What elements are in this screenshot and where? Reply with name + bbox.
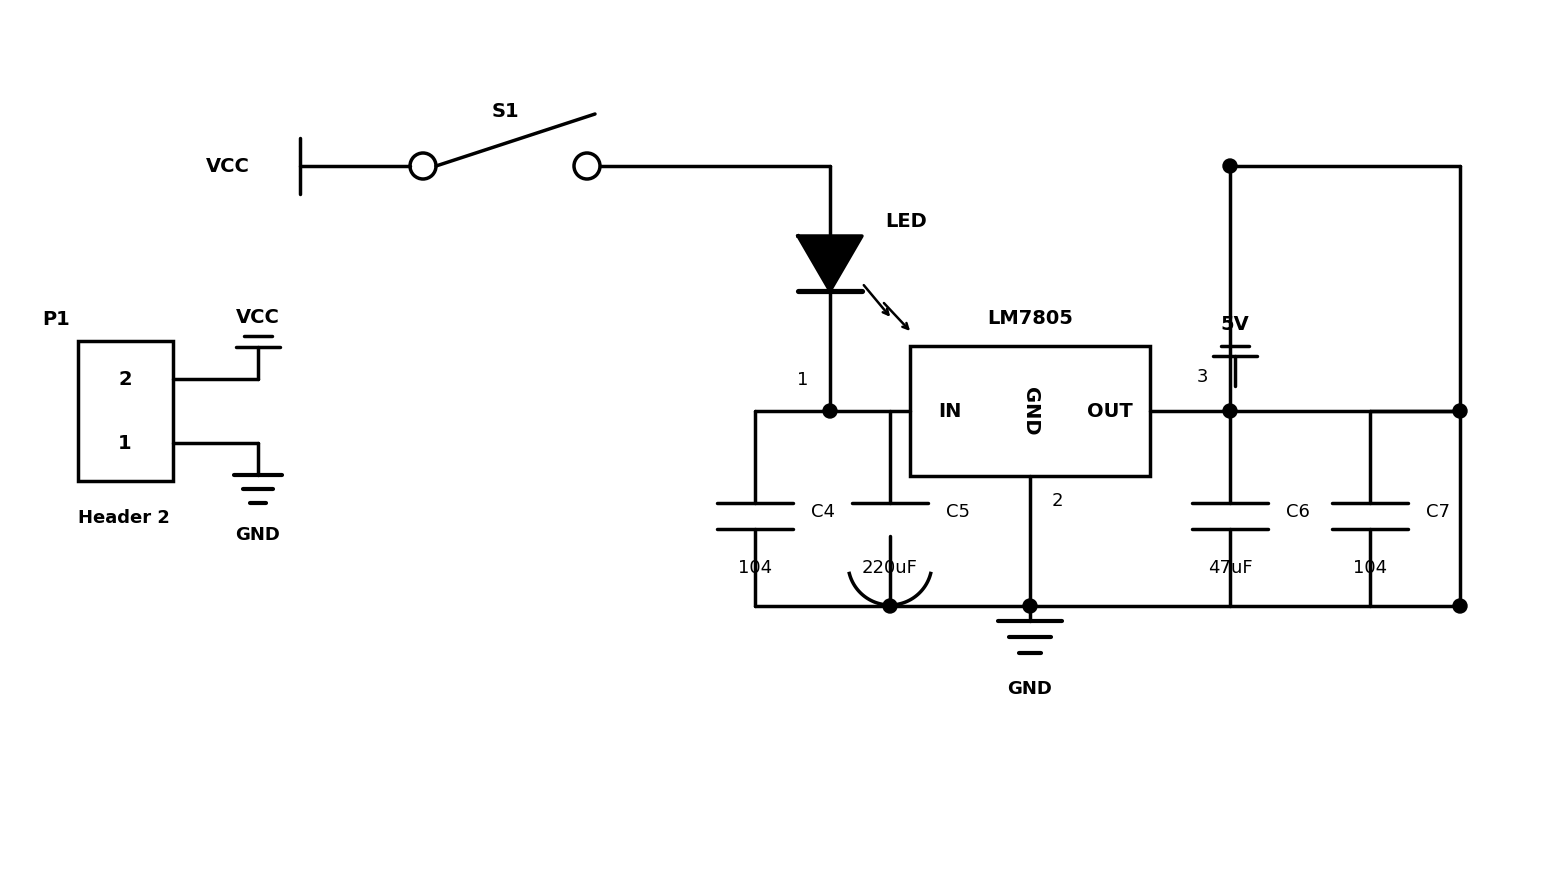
Text: 220uF: 220uF bbox=[862, 559, 918, 577]
Text: P1: P1 bbox=[42, 310, 70, 329]
Text: LED: LED bbox=[886, 211, 926, 230]
Text: 104: 104 bbox=[1353, 559, 1388, 577]
Text: C5: C5 bbox=[946, 503, 970, 521]
Circle shape bbox=[1222, 159, 1236, 173]
Text: VCC: VCC bbox=[235, 307, 279, 326]
Text: C4: C4 bbox=[811, 503, 836, 521]
Text: IN: IN bbox=[939, 401, 962, 420]
Text: GND: GND bbox=[1007, 680, 1052, 698]
Polygon shape bbox=[798, 236, 862, 291]
Text: GND: GND bbox=[1021, 387, 1040, 435]
Circle shape bbox=[1453, 599, 1467, 613]
Circle shape bbox=[1222, 404, 1236, 418]
Circle shape bbox=[823, 404, 837, 418]
Circle shape bbox=[1453, 404, 1467, 418]
Text: GND: GND bbox=[235, 526, 281, 544]
Circle shape bbox=[1023, 599, 1037, 613]
Text: 3: 3 bbox=[1196, 368, 1208, 386]
Circle shape bbox=[882, 599, 896, 613]
Text: 1: 1 bbox=[797, 371, 808, 389]
Bar bbox=[78, 341, 173, 481]
Text: C6: C6 bbox=[1286, 503, 1310, 521]
Text: 104: 104 bbox=[737, 559, 772, 577]
Text: LM7805: LM7805 bbox=[987, 308, 1073, 328]
Text: 5V: 5V bbox=[1221, 314, 1249, 333]
Text: S1: S1 bbox=[491, 101, 519, 120]
Text: 2: 2 bbox=[1052, 492, 1063, 510]
Bar bbox=[910, 346, 1151, 476]
Text: VCC: VCC bbox=[206, 157, 249, 176]
Text: 2: 2 bbox=[118, 369, 133, 389]
Text: Header 2: Header 2 bbox=[78, 509, 170, 527]
Text: 47uF: 47uF bbox=[1208, 559, 1252, 577]
Text: 1: 1 bbox=[118, 434, 133, 452]
Text: OUT: OUT bbox=[1087, 401, 1133, 420]
Text: C7: C7 bbox=[1426, 503, 1450, 521]
